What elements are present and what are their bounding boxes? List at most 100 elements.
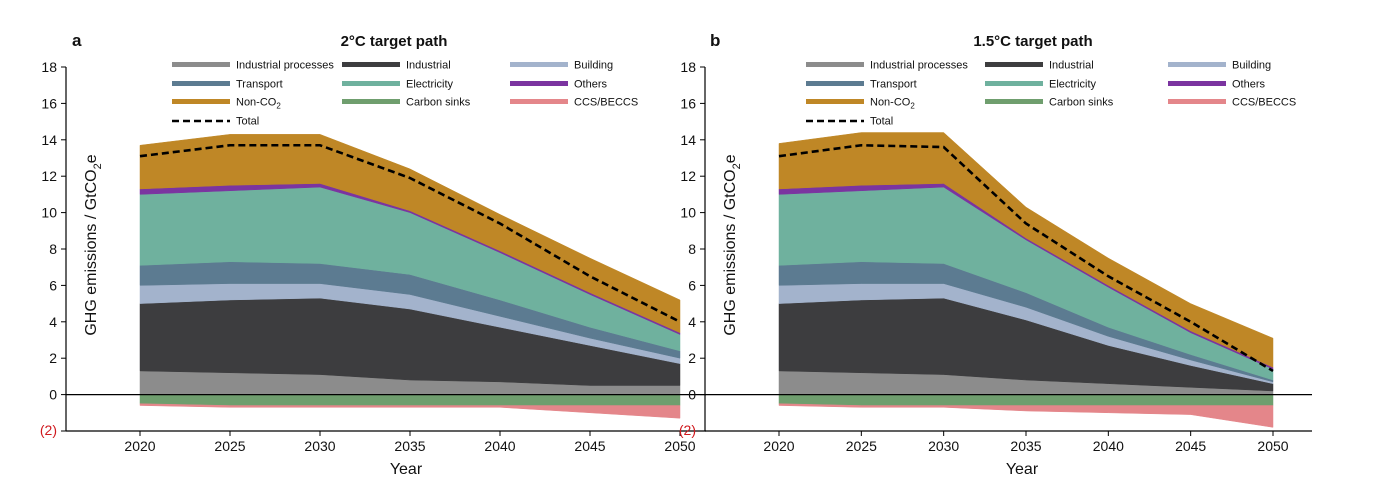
y-axis-title-main: GHG emissions / GtCO: [83, 169, 100, 335]
legend-label: Industrial processes: [236, 60, 334, 72]
legend-label: Industrial: [1049, 60, 1094, 72]
y-axis-title: GHG emissions / GtCO2e: [722, 154, 743, 335]
y-axis-title-tail: e: [83, 154, 100, 163]
legend-item-transport: Transport: [172, 79, 283, 91]
x-tick-label: 2035: [394, 438, 425, 454]
y-tick-label: 14: [41, 132, 57, 148]
legend-label-text: Others: [574, 79, 608, 91]
legend-label: Carbon sinks: [1049, 97, 1114, 109]
legend-item-building: Building: [1168, 60, 1271, 72]
y-tick-label: 18: [680, 59, 696, 75]
legend-item-others: Others: [510, 79, 608, 91]
x-tick-label: 2025: [846, 438, 877, 454]
area-ccs-beccs: [778, 403, 1274, 428]
y-axis-title-main: GHG emissions / GtCO: [722, 169, 739, 335]
legend-label: Electricity: [1049, 79, 1097, 91]
legend-swatch: [806, 99, 864, 104]
legend-swatch: [342, 62, 400, 67]
legend-label-subscript: 2: [276, 102, 281, 111]
legend-label: Building: [1232, 60, 1271, 72]
y-tick-label: 16: [680, 95, 696, 111]
x-tick-label: 2030: [928, 438, 959, 454]
legend-label: Others: [1232, 79, 1266, 91]
x-tick-label: 2040: [1093, 438, 1124, 454]
legend-label: Transport: [236, 79, 283, 91]
legend-item-others: Others: [1168, 79, 1266, 91]
legend-swatch: [985, 81, 1043, 86]
legend-item-non-co: Non-CO2: [806, 97, 915, 111]
panel-title: 1.5°C target path: [973, 33, 1092, 50]
chart-panel-b: 0 2 4 6 8 10 12 14 16 18 (2) 2020 2025 2030 2035 2040 20…: [679, 31, 1312, 478]
x-axis-title: Year: [390, 461, 423, 478]
legend-label-text: Industrial: [1049, 60, 1094, 72]
legend-label-text: Industrial processes: [870, 60, 968, 72]
legend-label-text: Carbon sinks: [1049, 97, 1114, 109]
x-tick-label: 2020: [124, 438, 155, 454]
y-axis-title: GHG emissions / GtCO2e: [83, 154, 104, 335]
legend-label: Transport: [870, 79, 917, 91]
legend-swatch: [1168, 81, 1226, 86]
legend-label-text: Non-CO: [870, 97, 911, 109]
legend: Industrial processes Industrial Building Tr…: [806, 60, 1296, 128]
legend-label-text: Transport: [236, 79, 283, 91]
legend-label: Industrial processes: [870, 60, 968, 72]
x-tick-label: 2025: [214, 438, 245, 454]
y-tick-label-negative: (2): [40, 422, 57, 438]
legend-item-industrial: Industrial: [985, 60, 1094, 72]
legend-label-text: Others: [1232, 79, 1266, 91]
y-tick-label: 16: [41, 95, 57, 111]
x-tick-label: 2040: [484, 438, 515, 454]
legend-item-ccs-beccs: CCS/BECCS: [1168, 97, 1296, 109]
legend-label: CCS/BECCS: [1232, 97, 1296, 109]
legend-swatch: [342, 99, 400, 104]
legend-label-text: Building: [1232, 60, 1271, 72]
legend-label-text: Non-CO: [236, 97, 277, 109]
legend-swatch: [806, 81, 864, 86]
legend-label-text: Industrial: [406, 60, 451, 72]
area-carbon-sinks: [778, 394, 1274, 406]
y-tick-label-negative: (2): [679, 422, 696, 438]
legend-item-transport: Transport: [806, 79, 917, 91]
legend: Industrial processes Industrial Building Tr…: [172, 60, 638, 128]
y-tick-label: 4: [49, 314, 57, 330]
legend-label: Industrial: [406, 60, 451, 72]
legend-label: Non-CO2: [870, 97, 915, 111]
legend-swatch: [1168, 62, 1226, 67]
legend-swatch: [985, 62, 1043, 67]
legend-item-total: Total: [806, 116, 893, 128]
area-ccs-beccs: [139, 403, 681, 419]
area-carbon-sinks: [139, 394, 681, 406]
y-tick-label: 12: [41, 168, 57, 184]
x-tick-label: 2030: [304, 438, 335, 454]
panel-title: 2°C target path: [341, 33, 448, 50]
legend-item-non-co: Non-CO2: [172, 97, 281, 111]
y-axis-title-subscript: 2: [731, 163, 743, 169]
y-axis-title-subscript: 2: [92, 163, 104, 169]
legend-swatch: [1168, 99, 1226, 104]
legend-item-ccs-beccs: CCS/BECCS: [510, 97, 638, 109]
y-tick-label: 6: [688, 277, 696, 293]
legend-label: Non-CO2: [236, 97, 281, 111]
x-tick-label: 2045: [1175, 438, 1206, 454]
legend-swatch: [510, 99, 568, 104]
legend-item-industrial-processes: Industrial processes: [806, 60, 968, 72]
legend-item-electricity: Electricity: [342, 79, 454, 91]
y-tick-label: 8: [688, 241, 696, 257]
legend-swatch: [510, 81, 568, 86]
legend-swatch: [985, 99, 1043, 104]
legend-item-electricity: Electricity: [985, 79, 1097, 91]
legend-item-carbon-sinks: Carbon sinks: [342, 97, 471, 109]
panel-letter: a: [72, 31, 82, 50]
x-axis-title: Year: [1006, 461, 1039, 478]
y-tick-label: 10: [680, 205, 696, 221]
legend-label: Electricity: [406, 79, 454, 91]
legend-label: Carbon sinks: [406, 97, 471, 109]
y-tick-label: 14: [680, 132, 696, 148]
panel-letter: b: [710, 31, 720, 50]
legend-label-text: Industrial processes: [236, 60, 334, 72]
legend-swatch: [806, 62, 864, 67]
legend-label-text: Carbon sinks: [406, 97, 471, 109]
legend-label-text: Transport: [870, 79, 917, 91]
legend-item-total: Total: [172, 116, 259, 128]
